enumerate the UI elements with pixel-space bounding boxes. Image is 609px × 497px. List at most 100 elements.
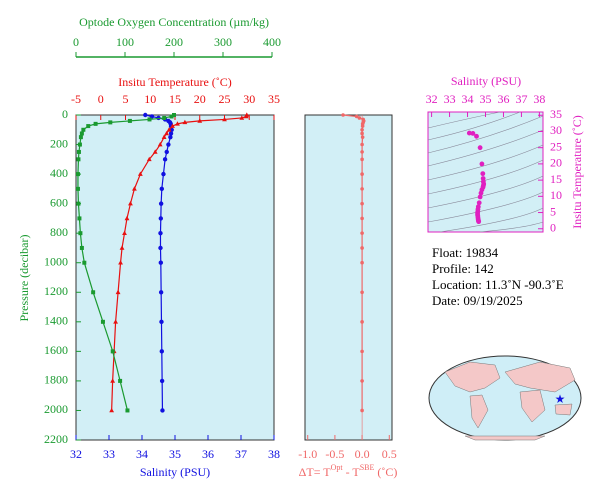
info-profile: Profile: 142 [432, 261, 494, 276]
data-point [478, 190, 484, 196]
y-axis-title: Pressure (decibar) [17, 235, 31, 322]
data-point [158, 260, 164, 265]
data-point [168, 134, 173, 140]
tick-label: 2200 [44, 432, 68, 446]
density-contours [427, 111, 544, 233]
tick-label: 32 [426, 92, 438, 106]
data-point [172, 113, 176, 117]
x-axis-title-part: Opt [331, 463, 344, 472]
data-point [79, 245, 84, 250]
tick-label: 800 [50, 225, 68, 239]
world-map: ★ [428, 355, 582, 441]
tick-label: 33 [444, 92, 456, 106]
data-point [127, 118, 132, 123]
data-point [354, 114, 359, 119]
tick-label: 1800 [44, 373, 68, 387]
tick-label: 25 [219, 92, 231, 106]
data-point [161, 171, 166, 177]
data-point [109, 407, 115, 413]
data-point [360, 260, 364, 265]
tick-label: 5 [550, 204, 556, 218]
tick-label: 200 [165, 35, 183, 49]
tick-label: 35 [480, 92, 492, 106]
data-point [77, 142, 82, 147]
data-point [360, 124, 365, 128]
tick-label: 300 [214, 35, 232, 49]
data-point [477, 145, 483, 151]
data-point [118, 260, 123, 265]
data-point [81, 127, 86, 132]
tick-label: 30 [243, 92, 255, 106]
data-point [159, 378, 165, 384]
data-point [360, 201, 364, 206]
data-point [159, 319, 164, 325]
data-point [158, 245, 163, 251]
tick-label: 15 [550, 172, 562, 186]
data-point [110, 378, 116, 383]
tick-label: 0 [550, 221, 556, 235]
data-point [78, 135, 83, 140]
data-point [166, 127, 172, 132]
data-point [110, 349, 115, 354]
data-point [76, 149, 81, 154]
data-point [158, 230, 163, 236]
tick-label: 15 [169, 92, 181, 106]
data-point [158, 201, 164, 206]
x-axis-title-part: (˚C) [374, 465, 397, 479]
tick-label: 600 [50, 195, 68, 209]
data-point [159, 349, 164, 354]
data-point [82, 260, 87, 265]
x-axis-title: ΔT= TOpt - TSBE (˚C) [299, 463, 398, 479]
data-point [128, 201, 133, 206]
tick-label: 30 [550, 123, 562, 137]
tick-label: 400 [50, 166, 68, 180]
data-point [239, 115, 245, 120]
tick-label: 200 [50, 136, 68, 150]
data-point [360, 172, 364, 176]
data-point [360, 408, 364, 413]
tick-label: 0 [73, 35, 79, 49]
delta-panel [304, 114, 393, 441]
tick-label: 34 [462, 92, 474, 106]
tick-label: -5 [71, 92, 81, 106]
data-point [360, 127, 364, 132]
data-point [75, 186, 80, 191]
tick-label: 1600 [44, 343, 68, 357]
data-point [360, 290, 364, 295]
data-point [75, 172, 80, 177]
data-point [108, 120, 113, 125]
data-point [360, 157, 364, 162]
tick-label: 35 [169, 447, 181, 461]
tick-label: 37 [515, 92, 527, 106]
data-point [357, 116, 362, 120]
tick-label: 10 [550, 188, 562, 202]
data-point [147, 117, 152, 122]
data-point [360, 216, 364, 221]
data-point [124, 215, 130, 221]
profile-panel [75, 114, 275, 441]
tick-label: 38 [268, 447, 280, 461]
data-point [360, 187, 364, 191]
tick-label: 1000 [44, 254, 68, 268]
tick-label: 35 [268, 92, 280, 106]
float-location-marker: ★ [555, 392, 566, 406]
data-point [476, 219, 482, 225]
data-point [115, 289, 121, 295]
data-point [243, 113, 249, 119]
data-point [93, 121, 98, 126]
data-point [146, 156, 152, 162]
x-axis-title: Salinity (PSU) [451, 74, 521, 88]
data-point [480, 171, 486, 177]
data-point [341, 113, 345, 117]
info-location: Location: 11.3˚N -90.3˚E [432, 277, 564, 292]
data-point [158, 290, 164, 295]
tick-label: 100 [116, 35, 134, 49]
data-point [157, 141, 163, 147]
data-point [160, 408, 165, 413]
data-point [113, 319, 118, 324]
data-point [100, 319, 105, 324]
data-point [360, 150, 364, 154]
data-point [476, 200, 482, 206]
data-point [76, 201, 81, 206]
data-point [158, 216, 164, 221]
